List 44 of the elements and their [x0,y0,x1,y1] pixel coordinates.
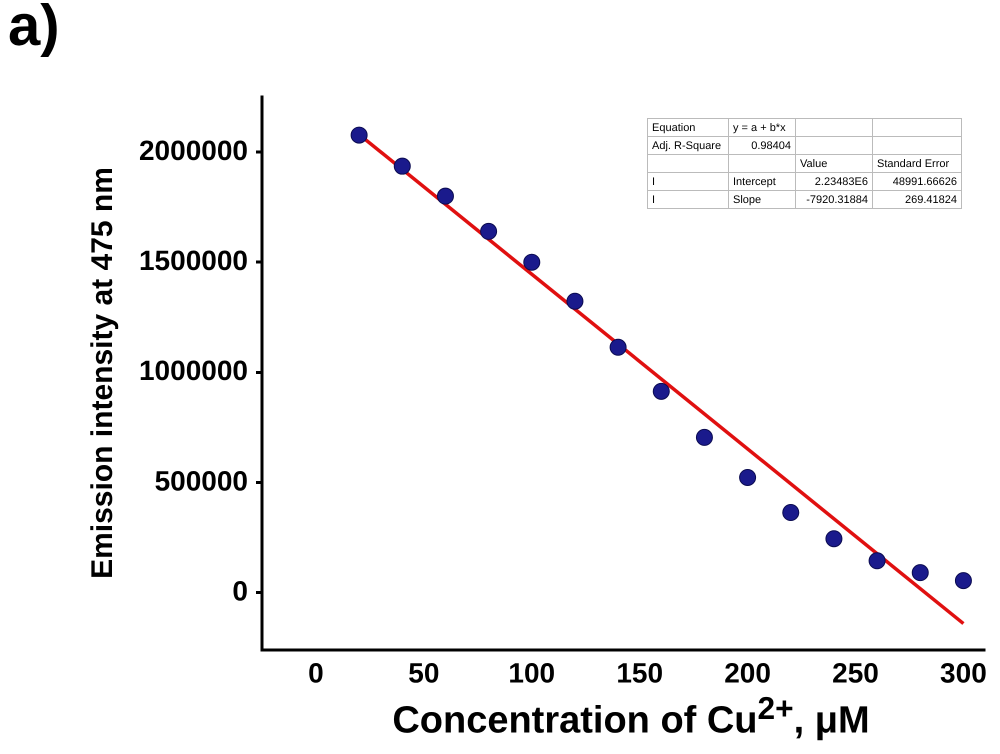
annotation: Standard Error [872,154,962,172]
annotation: Intercept [728,172,796,190]
point [480,222,498,240]
annotation: -7920.31884 [796,190,872,208]
x-tick-label: 200 [724,658,771,689]
point [739,468,756,486]
annotation: Value [796,154,872,172]
x-tick-label: 0 [308,658,324,689]
point [394,158,411,175]
point [696,428,713,446]
annotation: 2.23483E6 [796,172,872,190]
y-axis-title: Emission intensity at 475 nm [86,167,120,579]
y-tick-label: 0 [232,575,248,606]
annotation: 48991.66626 [872,172,962,190]
annotation: 0.98404 [728,136,796,154]
point [652,382,670,400]
x-tick-label: 250 [832,658,879,689]
annotation: I [648,172,728,190]
x-tick-label: 150 [616,658,664,689]
point [350,126,368,144]
point [912,564,929,582]
y-tick-label: 1500000 [138,244,248,276]
point [825,530,842,548]
annotation: y = a + b*x [728,118,796,136]
y-tick-label: 1000000 [138,355,248,386]
x-tick-label: 100 [508,658,556,689]
point [868,552,886,570]
point [954,572,972,590]
annotation: Slope [728,190,796,208]
point [610,338,627,356]
annotation: Adj. R-Square [648,136,728,154]
point [782,504,800,522]
annotation: Equation [648,118,728,136]
x-axis-title: Concentration of Cu$^{2+}$, μM [391,690,871,743]
annotation: I [648,190,728,208]
x-tick-label: 50 [408,658,440,689]
y-tick-label: 500000 [154,465,248,496]
point [566,292,584,310]
annotation: 269.41824 [872,190,962,208]
point [436,188,454,205]
y-tick-label: 2000000 [138,134,248,166]
chart-title: a) [8,0,60,59]
point [523,254,540,271]
x-tick-label: 300 [940,658,987,689]
